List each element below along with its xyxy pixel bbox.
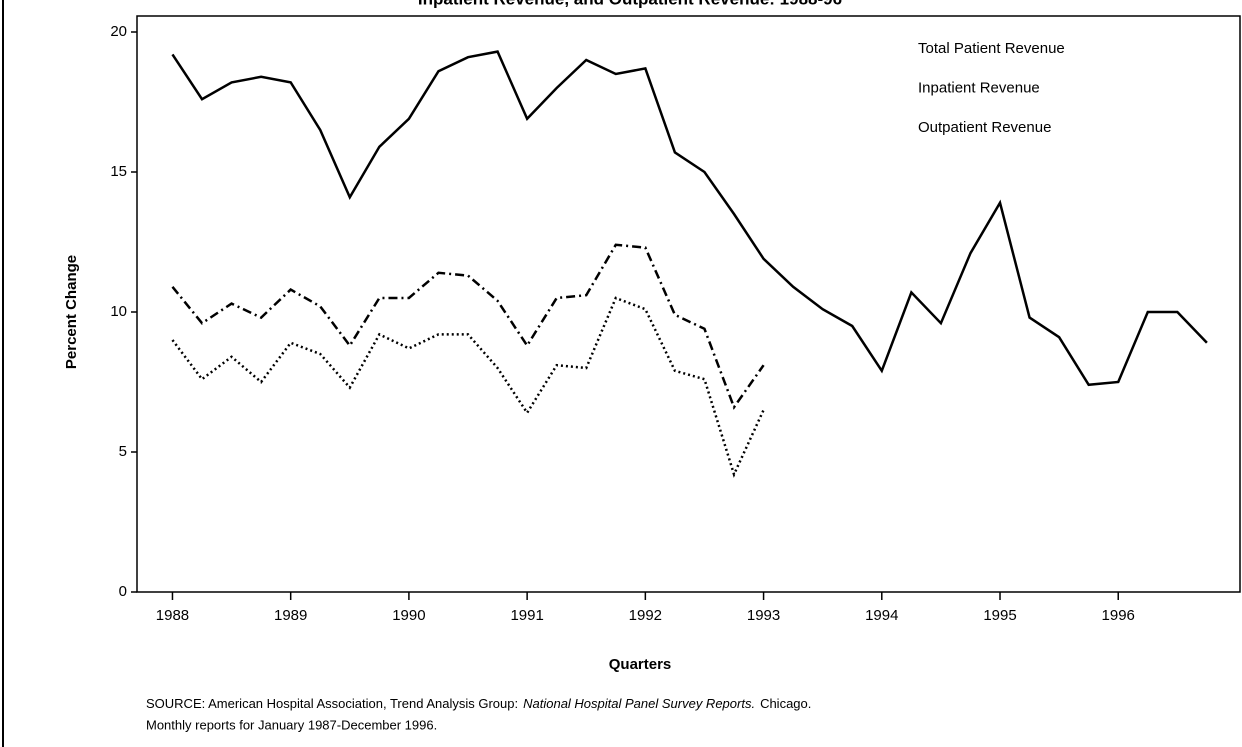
series-line	[171, 296, 765, 478]
x-tick-label: 1990	[392, 607, 425, 624]
x-tick-label: 1991	[510, 607, 543, 624]
legend-entry: Total Patient Revenue	[918, 40, 1065, 57]
x-tick-label: 1995	[983, 607, 1016, 624]
x-tick-label: 1994	[865, 607, 898, 624]
source-suffix: Chicago.	[760, 696, 811, 711]
y-tick-label: 0	[119, 583, 127, 600]
source-prefix: SOURCE: American Hospital Association, T…	[146, 696, 518, 711]
y-tick-label: 10	[110, 303, 127, 320]
y-tick-label: 15	[110, 163, 127, 180]
source-italic: National Hospital Panel Survey Reports.	[523, 696, 755, 711]
x-axis-label: Quarters	[609, 656, 672, 673]
legend-entry: Inpatient Revenue	[918, 79, 1040, 96]
plot-frame	[136, 15, 1241, 593]
x-tick-label: 1992	[629, 607, 662, 624]
series-line	[171, 243, 765, 410]
x-tick-label: 1989	[274, 607, 307, 624]
x-tick-label: 1988	[156, 607, 189, 624]
series-line	[171, 50, 1208, 387]
legend-entry: Outpatient Revenue	[918, 119, 1051, 136]
x-tick-label: 1996	[1102, 607, 1135, 624]
y-tick-label: 5	[119, 443, 127, 460]
source-note: SOURCE: American Hospital Association, T…	[146, 696, 811, 711]
x-tick-label: 1993	[747, 607, 780, 624]
y-axis-label: Percent Change	[63, 255, 80, 369]
y-tick-label: 20	[110, 23, 127, 40]
chart-title: Inpatient Revenue, and Outpatient Revenu…	[418, 0, 842, 8]
source-note-line2: Monthly reports for January 1987-Decembe…	[146, 717, 437, 732]
